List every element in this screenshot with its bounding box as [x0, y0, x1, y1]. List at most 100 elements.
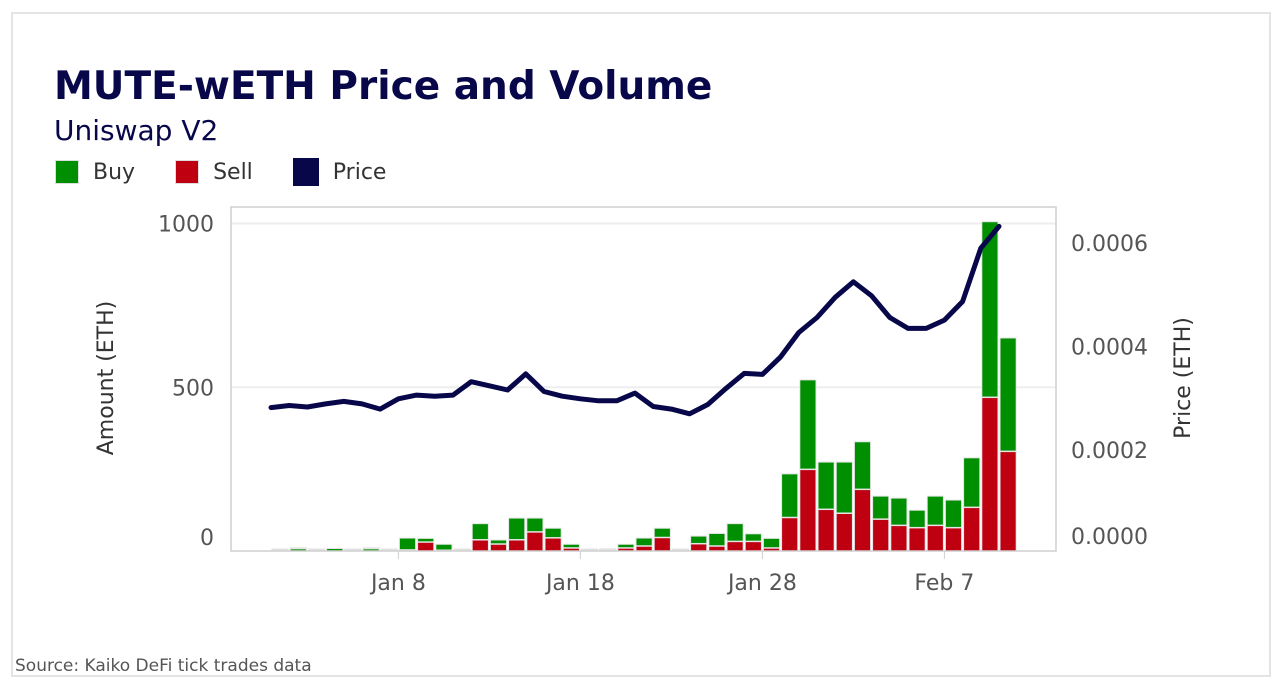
bar-buy — [709, 533, 725, 546]
bar-buy — [490, 540, 507, 544]
legend: Buy Sell Price — [55, 158, 426, 186]
legend-item-price[interactable]: Price — [292, 158, 387, 186]
bar-buy — [436, 544, 452, 550]
bar-buy — [545, 528, 561, 538]
bar-buy — [982, 222, 998, 397]
chart-frame — [11, 12, 1271, 677]
bar-sell — [563, 548, 579, 551]
bar-negligible — [453, 548, 471, 551]
bar-buy — [727, 524, 743, 541]
bar-buy — [891, 498, 907, 525]
bar-buy — [927, 496, 943, 525]
x-tick-label: Jan 18 — [544, 571, 615, 596]
y2-tick-label: 0.0002 — [1071, 439, 1148, 464]
x-tick-label: Jan 8 — [369, 571, 426, 596]
bar-buy — [836, 462, 852, 513]
y2-tick-label: 0.0000 — [1071, 525, 1148, 550]
bar-buy — [363, 549, 379, 551]
bar-buy — [745, 534, 761, 541]
bar-buy — [854, 442, 871, 489]
bar-sell — [636, 546, 652, 551]
bar-buy — [1000, 338, 1016, 451]
bar-buy — [818, 462, 834, 509]
y2-tick-label: 0.0006 — [1071, 232, 1148, 257]
bar-buy — [327, 549, 343, 551]
bar-buy — [618, 544, 634, 548]
source-note: Source: Kaiko DeFi tick trades data — [15, 656, 312, 676]
bar-negligible — [380, 548, 398, 551]
bar-sell — [545, 538, 561, 551]
bar-negligible — [344, 548, 362, 551]
bar-negligible — [307, 548, 326, 551]
bar-sell — [854, 490, 871, 551]
legend-label-buy: Buy — [93, 159, 136, 185]
bar-negligible — [271, 548, 289, 551]
chart-subtitle: Uniswap V2 — [54, 114, 219, 147]
bar-sell — [964, 508, 980, 551]
y-tick-label: 1000 — [158, 213, 214, 238]
y2-axis-label: Price (ETH) — [1171, 317, 1196, 439]
bar-sell — [909, 528, 925, 551]
bar-buy — [782, 474, 798, 517]
bar-sell — [891, 526, 907, 551]
bar-buy — [563, 544, 579, 548]
bar-sell — [927, 526, 943, 551]
x-tick-label: Feb 7 — [914, 571, 974, 596]
bar-buy — [763, 538, 780, 548]
bar-sell — [618, 548, 634, 551]
bar-buy — [418, 538, 434, 542]
chart-title: MUTE-wETH Price and Volume — [54, 64, 713, 109]
plot-area — [230, 206, 1057, 552]
bar-buy — [800, 380, 816, 469]
bar-negligible — [580, 548, 599, 551]
bar-outline — [562, 543, 580, 551]
price-line — [268, 223, 1002, 417]
bar-sell — [745, 542, 761, 551]
y-tick-label: 500 — [172, 376, 214, 401]
legend-swatch-buy — [55, 160, 79, 184]
bar-sell — [763, 548, 780, 551]
bar-sell — [945, 528, 962, 551]
bar-sell — [654, 538, 670, 551]
bar-sell — [982, 398, 998, 551]
bar-buy — [290, 549, 306, 551]
y-axis-label: Amount (ETH) — [94, 301, 119, 456]
bar-sell — [873, 519, 889, 551]
bar-sell — [1000, 452, 1016, 551]
legend-item-sell[interactable]: Sell — [175, 160, 253, 185]
bar-sell — [509, 540, 525, 551]
bar-sell — [709, 546, 725, 551]
legend-swatch-sell — [175, 160, 200, 184]
bar-sell — [527, 532, 543, 551]
x-tick-label: Jan 28 — [726, 571, 797, 596]
bar-sell — [727, 542, 743, 551]
bar-sell — [800, 470, 816, 551]
bar-buy — [527, 518, 543, 532]
bar-buy — [691, 536, 707, 543]
bar-buy — [909, 510, 925, 527]
bar-buy — [472, 524, 488, 540]
bar-buy — [509, 518, 525, 540]
bar-negligible — [599, 548, 617, 551]
bar-negligible — [362, 547, 380, 551]
bar-sell — [691, 544, 707, 551]
bar-sell — [472, 540, 488, 551]
bar-sell — [490, 544, 507, 551]
bar-negligible — [671, 548, 690, 551]
legend-item-buy[interactable]: Buy — [55, 160, 135, 185]
bar-buy — [636, 538, 652, 546]
y2-tick-label: 0.0004 — [1071, 336, 1148, 361]
bar-buy — [654, 528, 670, 537]
legend-label-price: Price — [332, 159, 387, 185]
bar-sell — [418, 542, 434, 551]
bar-buy — [964, 458, 980, 507]
bar-sell — [782, 518, 798, 551]
legend-label-sell: Sell — [213, 159, 253, 185]
bar-outline — [617, 543, 635, 551]
bar-sell — [836, 513, 852, 551]
bar-buy — [399, 538, 416, 550]
legend-swatch-price — [292, 158, 319, 186]
bar-buy — [945, 500, 962, 527]
bar-sell — [818, 510, 834, 551]
